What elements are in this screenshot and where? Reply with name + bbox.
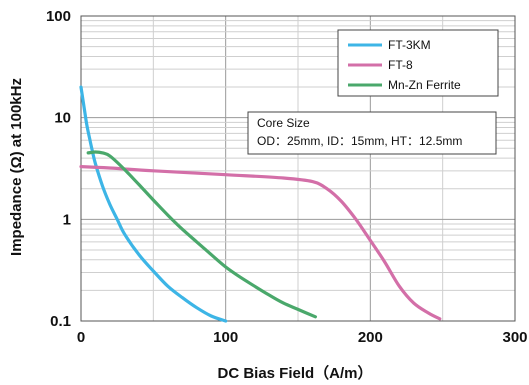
core-size-note: Core Size OD：25mm, ID：15mm, HT：12.5mm <box>247 111 497 155</box>
series-line-ft-3km <box>79 85 228 323</box>
y-tick-label: 10 <box>54 110 71 127</box>
legend-label-mn-zn-ferrite: Mn-Zn Ferrite <box>388 78 461 92</box>
y-tick-label: 0.1 <box>50 313 71 330</box>
tick-labels: 0 100 200 300 0.1 1 10 100 <box>46 8 528 346</box>
core-size-dimensions: OD：25mm, ID：15mm, HT：12.5mm <box>257 134 462 148</box>
series-line-ft-8 <box>79 165 442 321</box>
plot-frame <box>80 15 516 322</box>
core-size-title: Core Size <box>257 116 310 130</box>
series-line-mn-zn-ferrite <box>86 150 317 319</box>
legend-label-ft-3km: FT-3KM <box>388 38 431 52</box>
x-axis-title: DC Bias Field（A/m） <box>217 364 372 382</box>
x-tick-label: 200 <box>358 329 383 346</box>
y-tick-label: 100 <box>46 8 71 25</box>
series-layer <box>79 85 442 323</box>
legend-label-ft-8: FT-8 <box>388 58 413 72</box>
x-tick-label: 100 <box>213 329 238 346</box>
x-tick-label: 0 <box>77 329 85 346</box>
y-axis-title: Impedance (Ω) at 100kHz <box>8 78 25 256</box>
core-size-note-box <box>247 111 497 155</box>
legend: FT-3KM FT-8 Mn-Zn Ferrite <box>337 29 499 97</box>
y-tick-label: 1 <box>63 211 71 228</box>
x-tick-label: 300 <box>502 329 527 346</box>
